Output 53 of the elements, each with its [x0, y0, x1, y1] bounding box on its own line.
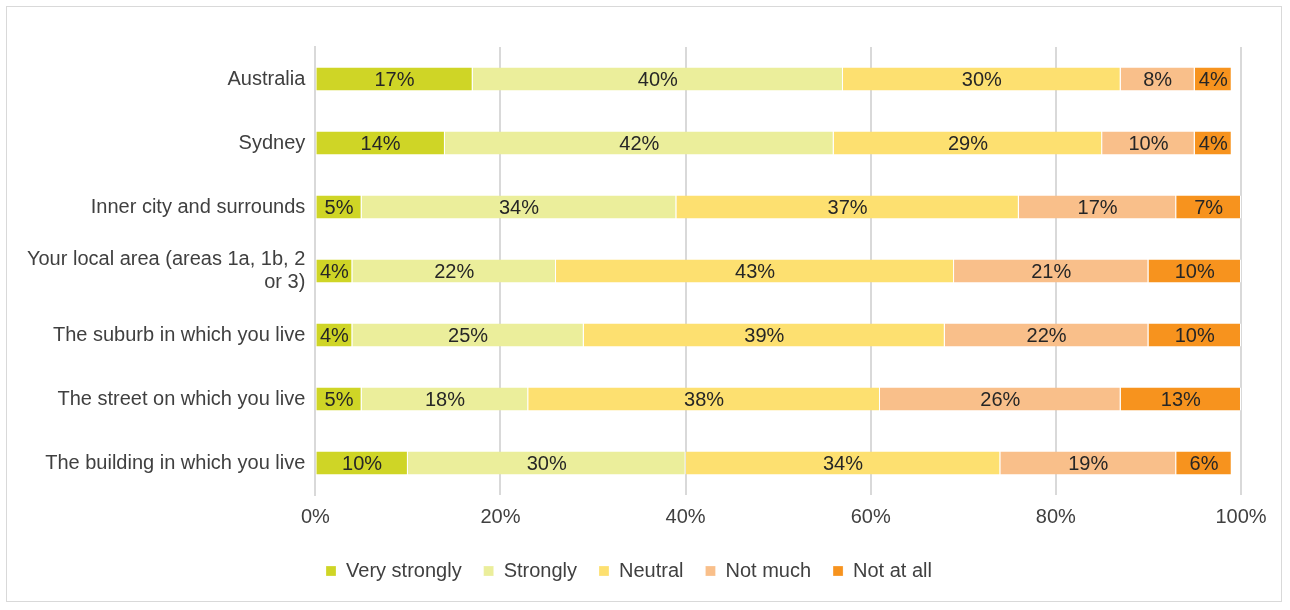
data-label: 4%	[1198, 131, 1228, 154]
data-label: 26%	[980, 387, 1021, 410]
data-label: 4%	[1198, 67, 1228, 90]
data-label: 30%	[526, 451, 567, 474]
data-label: 43%	[735, 259, 776, 282]
x-tick-label: 0%	[300, 504, 330, 527]
x-tick-label: 20%	[480, 504, 521, 527]
y-tick-label: The street on which you live	[57, 386, 306, 409]
x-tick-label: 80%	[1035, 504, 1077, 527]
y-tick-label: Sydney	[238, 130, 306, 153]
data-label: 38%	[684, 387, 725, 410]
data-label: 5%	[324, 195, 354, 218]
data-label: 21%	[1031, 259, 1072, 282]
data-label: 14%	[360, 131, 401, 154]
data-label: 18%	[424, 387, 466, 410]
y-tick-label: Australia	[227, 66, 307, 89]
legend-label: Not at all	[853, 558, 932, 581]
data-label: 39%	[744, 323, 785, 346]
y-tick-label: Inner city and surrounds	[90, 194, 306, 217]
y-tick-label: The building in which you live	[45, 450, 306, 473]
legend-label: Neutral	[619, 558, 684, 581]
data-label: 19%	[1068, 451, 1109, 474]
data-label: 4%	[319, 259, 350, 282]
data-label: 22%	[1026, 323, 1067, 346]
x-tick-label: 100%	[1215, 504, 1267, 527]
data-label: 25%	[448, 323, 489, 346]
data-label: 17%	[374, 67, 415, 90]
data-label: 6%	[1189, 451, 1219, 474]
data-label: 34%	[822, 451, 864, 474]
data-label: 17%	[1077, 195, 1118, 218]
data-label: 5%	[324, 387, 354, 410]
data-label: 8%	[1143, 67, 1173, 90]
y-tick-label: The suburb in which you live	[52, 322, 306, 345]
data-label: 10%	[342, 451, 383, 474]
data-label: 29%	[947, 131, 989, 154]
data-label: 30%	[961, 67, 1003, 90]
data-label: 4%	[319, 323, 350, 346]
legend-label: Not much	[725, 558, 812, 581]
legend-label: Strongly	[503, 558, 577, 581]
data-label: 37%	[827, 195, 868, 218]
data-label: 10%	[1174, 259, 1215, 282]
x-tick-label: 60%	[850, 504, 891, 527]
data-label: 13%	[1160, 387, 1202, 410]
legend-label: Very strongly	[346, 558, 462, 581]
y-tick-label: Your local area (areas 1a, 1b, 2 or 3)	[26, 247, 306, 293]
data-label: 40%	[637, 67, 679, 90]
data-label: 22%	[434, 259, 475, 282]
data-label: 34%	[498, 195, 540, 218]
x-tick-label: 40%	[665, 504, 706, 527]
data-label: 7%	[1194, 195, 1224, 218]
data-label: 10%	[1174, 323, 1215, 346]
data-label: 42%	[619, 131, 660, 154]
data-label: 10%	[1128, 131, 1169, 154]
